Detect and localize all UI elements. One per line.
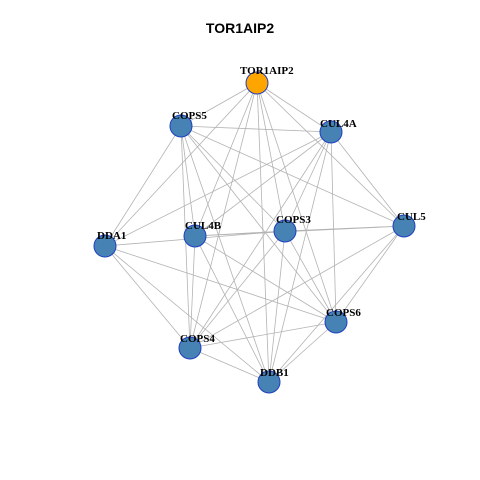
node-label: TOR1AIP2: [240, 65, 294, 77]
node-label: DDA1: [97, 230, 126, 242]
edge-tor1aip2-cul4a: [256, 82, 332, 133]
edge-tor1aip2-cops3: [256, 82, 286, 232]
node-cops4[interactable]: COPS4: [178, 333, 215, 360]
edge-cops5-cul4a: [180, 125, 332, 133]
node-label: COPS3: [276, 214, 311, 226]
edge-cops5-cul4b: [180, 125, 196, 237]
edge-tor1aip2-cul4b: [194, 82, 258, 237]
node-circle[interactable]: [257, 370, 281, 394]
edge-tor1aip2-cops5: [180, 82, 258, 127]
figure-title: TOR1AIP2: [205, 20, 275, 36]
node-circle[interactable]: [273, 219, 297, 243]
edge-tor1aip2-dda1: [104, 82, 258, 247]
node-cops5[interactable]: COPS5: [169, 110, 207, 138]
edge-cops3-cops6: [284, 230, 337, 323]
edge-cul4b-ddb1: [194, 235, 270, 383]
edge-cul4a-cul5: [330, 131, 405, 227]
node-circle[interactable]: [392, 214, 416, 238]
node-label: DDB1: [260, 367, 289, 379]
node-layer: TOR1AIP2 COPS5 CUL4A CUL5 COPS3 CUL4B DDA1 COPS…: [93, 65, 426, 394]
node-cul5[interactable]: CUL5: [392, 211, 426, 238]
node-circle[interactable]: [178, 336, 202, 360]
edge-cul4a-dda1: [104, 131, 332, 247]
node-circle[interactable]: [245, 71, 269, 95]
node-cul4a[interactable]: CUL4A: [319, 118, 357, 144]
edge-cops5-cops6: [180, 125, 337, 323]
node-circle[interactable]: [169, 114, 193, 138]
node-label: COPS5: [172, 110, 207, 122]
node-cops3[interactable]: COPS3: [273, 214, 311, 243]
edge-tor1aip2-cops6: [256, 82, 337, 323]
edge-cul4a-cops6: [330, 131, 337, 323]
node-circle[interactable]: [319, 120, 343, 144]
edge-cul5-cops6: [335, 225, 405, 323]
node-label: COPS4: [180, 333, 215, 345]
edge-cops5-cops3: [180, 125, 286, 232]
edge-cul5-ddb1: [268, 225, 405, 383]
node-ddb1[interactable]: DDB1: [257, 367, 289, 394]
node-circle[interactable]: [324, 310, 348, 334]
edge-cul4b-cops6: [194, 235, 337, 323]
edge-cul4a-cops3: [284, 131, 332, 232]
edge-tor1aip2-cops4: [189, 82, 258, 349]
node-label: CUL4B: [185, 220, 222, 232]
node-dda1[interactable]: DDA1: [93, 230, 126, 258]
node-label: COPS6: [326, 307, 361, 319]
node-label: CUL4A: [320, 118, 357, 130]
edge-cops6-cops4: [189, 321, 337, 349]
node-tor1aip2[interactable]: TOR1AIP2: [240, 65, 294, 95]
edge-cul4a-cul4b: [194, 131, 332, 237]
edge-cul4b-cops4: [189, 235, 196, 349]
edge-layer: [104, 82, 405, 383]
edge-cops5-dda1: [104, 125, 182, 247]
node-cul4b[interactable]: CUL4B: [183, 220, 222, 248]
edge-cul5-cops4: [189, 225, 405, 349]
node-circle[interactable]: [93, 234, 117, 258]
edge-cops5-cul5: [180, 125, 405, 227]
edge-cul4a-cops4: [189, 131, 332, 349]
edge-cops3-ddb1: [268, 230, 286, 383]
edge-tor1aip2-cul5: [256, 82, 405, 227]
edge-dda1-cops6: [104, 245, 337, 323]
edge-dda1-ddb1: [104, 245, 270, 383]
node-label: CUL5: [397, 211, 426, 223]
edge-cops6-ddb1: [268, 321, 337, 383]
node-cops6[interactable]: COPS6: [324, 307, 361, 334]
edge-cops3-cul4b: [194, 230, 286, 237]
edge-cops4-ddb1: [189, 347, 270, 383]
edge-dda1-cops4: [104, 245, 191, 349]
node-circle[interactable]: [183, 224, 207, 248]
